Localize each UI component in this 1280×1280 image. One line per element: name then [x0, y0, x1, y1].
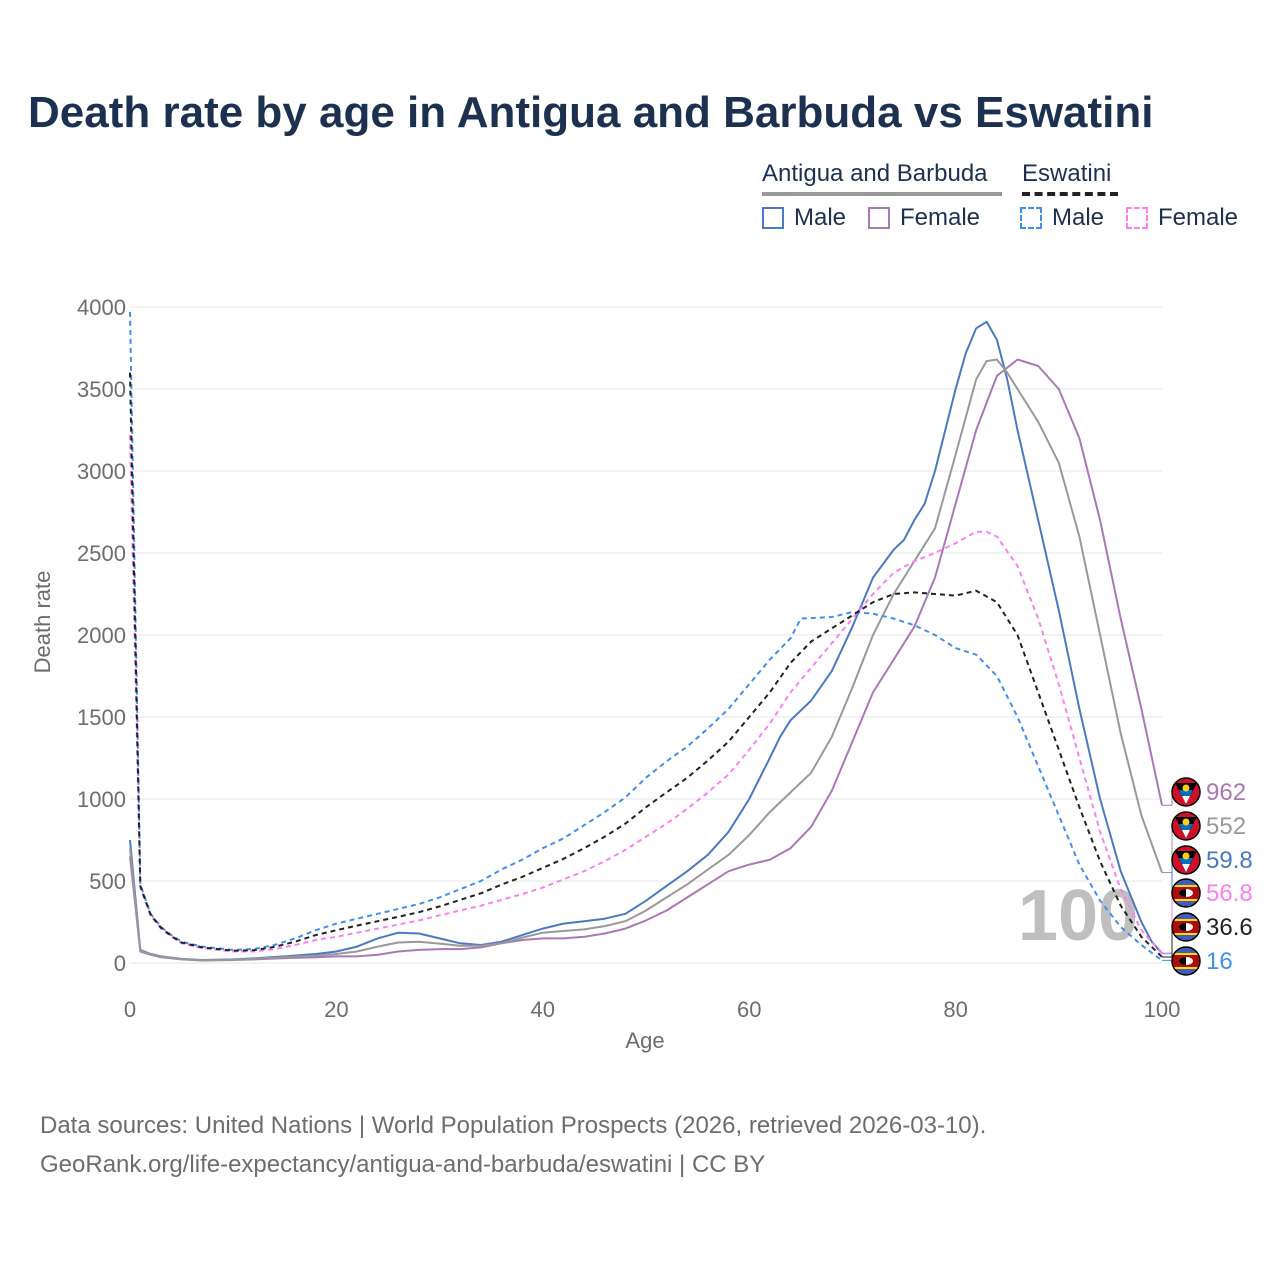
series-line-eswatini-total[interactable]	[129, 372, 1163, 958]
series-end-label: 59.8	[1206, 847, 1253, 874]
antigua-flag-icon	[1171, 777, 1201, 807]
series-end-label: 552	[1206, 813, 1246, 840]
x-axis-label: Age	[625, 1028, 664, 1053]
legend-item-label: Male	[1052, 204, 1105, 231]
y-tick-label: 500	[89, 869, 126, 894]
footer: Data sources: United Nations | World Pop…	[40, 1106, 986, 1184]
series-line-eswatini-male[interactable]	[129, 311, 1163, 962]
x-tick-label: 0	[124, 997, 136, 1022]
series-end-label: 16	[1206, 948, 1233, 975]
y-tick-label: 2500	[77, 541, 126, 566]
legend-item-label: Male	[794, 204, 847, 231]
antigua-flag-icon	[1171, 845, 1201, 875]
y-tick-label: 1000	[77, 787, 126, 812]
x-tick-label: 60	[737, 997, 761, 1022]
legend: Antigua and Barbuda Eswatini Male Female…	[760, 160, 1260, 240]
series-end-label: 962	[1206, 779, 1246, 806]
legend-group-label: Antigua and Barbuda	[762, 160, 988, 187]
source-url: GeoRank.org/life-expectancy/antigua-and-…	[40, 1151, 766, 1178]
y-axis-label: Death rate	[30, 571, 55, 674]
end-label-connector	[1162, 859, 1176, 954]
x-tick-label: 40	[531, 997, 555, 1022]
series-line-antigua-and-barbuda-female[interactable]	[129, 358, 1163, 962]
legend-swatch-icon	[1020, 207, 1042, 229]
y-tick-label: 1500	[77, 705, 126, 730]
series-line-eswatini-female[interactable]	[129, 434, 1163, 955]
antigua-flag-icon	[1171, 811, 1201, 841]
chart-title: Death rate by age in Antigua and Barbuda…	[28, 88, 1154, 137]
y-tick-label: 4000	[77, 295, 126, 320]
eswatini-flag-icon	[1171, 946, 1201, 976]
eswatini-flag-icon	[1171, 878, 1201, 908]
legend-dashed-line-icon	[1022, 192, 1118, 196]
eswatini-flag-icon	[1171, 912, 1201, 942]
y-tick-label: 0	[114, 951, 126, 976]
source-note: Data sources: United Nations | World Pop…	[40, 1112, 987, 1139]
legend-item-label: Female	[900, 204, 981, 231]
legend-swatch-icon	[762, 207, 784, 229]
legend-solid-line-icon	[762, 192, 1002, 196]
x-tick-label: 20	[324, 997, 348, 1022]
series-end-label: 36.6	[1206, 914, 1253, 941]
legend-swatch-icon	[1126, 207, 1148, 229]
y-tick-label: 3500	[77, 377, 126, 402]
legend-group-antigua[interactable]: Antigua and Barbuda	[762, 160, 1002, 196]
legend-group-label: Eswatini	[1022, 160, 1112, 187]
series-line-antigua-and-barbuda-total[interactable]	[129, 358, 1163, 962]
y-tick-label: 2000	[77, 623, 126, 648]
x-tick-label: 80	[943, 997, 967, 1022]
legend-item-label: Female	[1158, 204, 1239, 231]
y-tick-label: 3000	[77, 459, 126, 484]
legend-swatch-icon	[868, 207, 890, 229]
series-line-antigua-and-barbuda-male[interactable]	[129, 320, 1163, 961]
watermark-year: 100	[1018, 876, 1138, 956]
series-end-label: 56.8	[1206, 880, 1253, 907]
x-tick-label: 100	[1144, 997, 1181, 1022]
legend-group-eswatini[interactable]: Eswatini	[1022, 160, 1118, 196]
